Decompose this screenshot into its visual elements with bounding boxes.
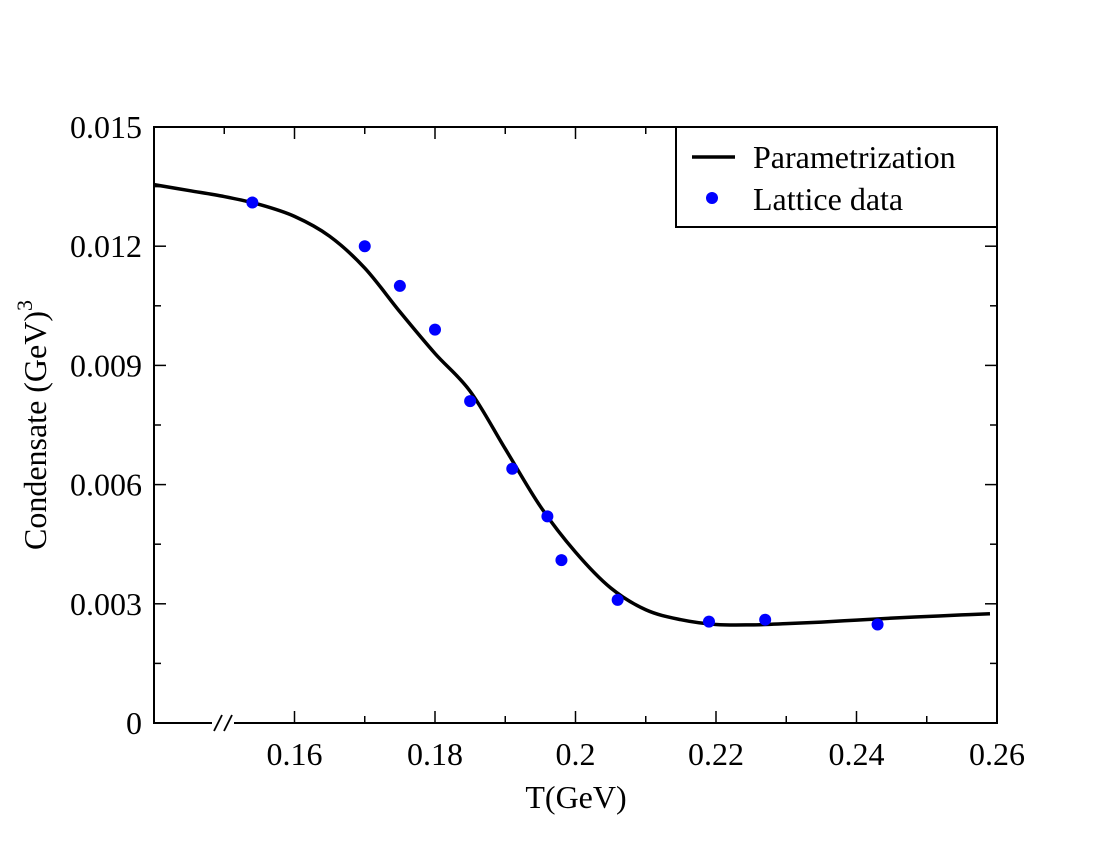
legend-label-lattice-data: Lattice data <box>753 181 903 217</box>
y-tick-label: 0.009 <box>70 347 142 383</box>
lattice-data-point <box>506 462 519 475</box>
lattice-data-points <box>246 196 884 631</box>
lattice-data-point <box>393 279 406 292</box>
lattice-data-point <box>358 240 371 253</box>
x-tick-label: 0.2 <box>556 736 596 772</box>
y-tick-label: 0.006 <box>70 467 142 503</box>
lattice-data-point <box>429 323 441 336</box>
x-tick-label: 0.26 <box>969 736 1025 772</box>
x-tick-labels: 0.16 0.18 0.2 0.22 0.24 0.26 <box>267 736 1026 772</box>
x-tick-label: 0.22 <box>688 736 744 772</box>
y-tick-label: 0.015 <box>70 109 142 145</box>
y-tick-labels: 0 0.003 0.006 0.009 0.012 0.015 <box>70 109 142 741</box>
y-tick-label: 0.003 <box>70 586 142 622</box>
lattice-data-point <box>702 615 715 628</box>
legend-box <box>675 126 998 228</box>
y-tick-label: 0.012 <box>70 228 142 264</box>
lattice-data-point <box>871 618 884 631</box>
y-tick-label: 0 <box>126 705 142 741</box>
x-tick-label: 0.24 <box>829 736 885 772</box>
plot-frame <box>153 126 998 724</box>
legend-label-parametrization: Parametrization <box>753 139 956 175</box>
x-tick-label: 0.16 <box>267 736 323 772</box>
parametrization-curve <box>153 182 991 627</box>
y-axis-label-superscript: 3 <box>12 300 37 311</box>
y-axis-label: Condensate (GeV)3 <box>12 300 53 550</box>
y-axis-label-group: Condensate (GeV)3 <box>12 300 53 550</box>
y-axis-label-text: Condensate (GeV) <box>17 311 53 550</box>
lattice-data-point <box>464 395 477 408</box>
legend-marker-swatch <box>706 192 718 204</box>
lattice-data-point <box>555 554 568 567</box>
x-axis-break-marker <box>212 714 234 732</box>
x-axis-label: T(GeV) <box>525 779 626 815</box>
lattice-data-point <box>611 593 624 606</box>
x-tick-label: 0.18 <box>407 736 463 772</box>
legend: Parametrization Lattice data <box>675 126 998 228</box>
lattice-data-point <box>759 613 772 626</box>
lattice-data-point <box>541 510 554 523</box>
lattice-data-point <box>246 196 259 209</box>
